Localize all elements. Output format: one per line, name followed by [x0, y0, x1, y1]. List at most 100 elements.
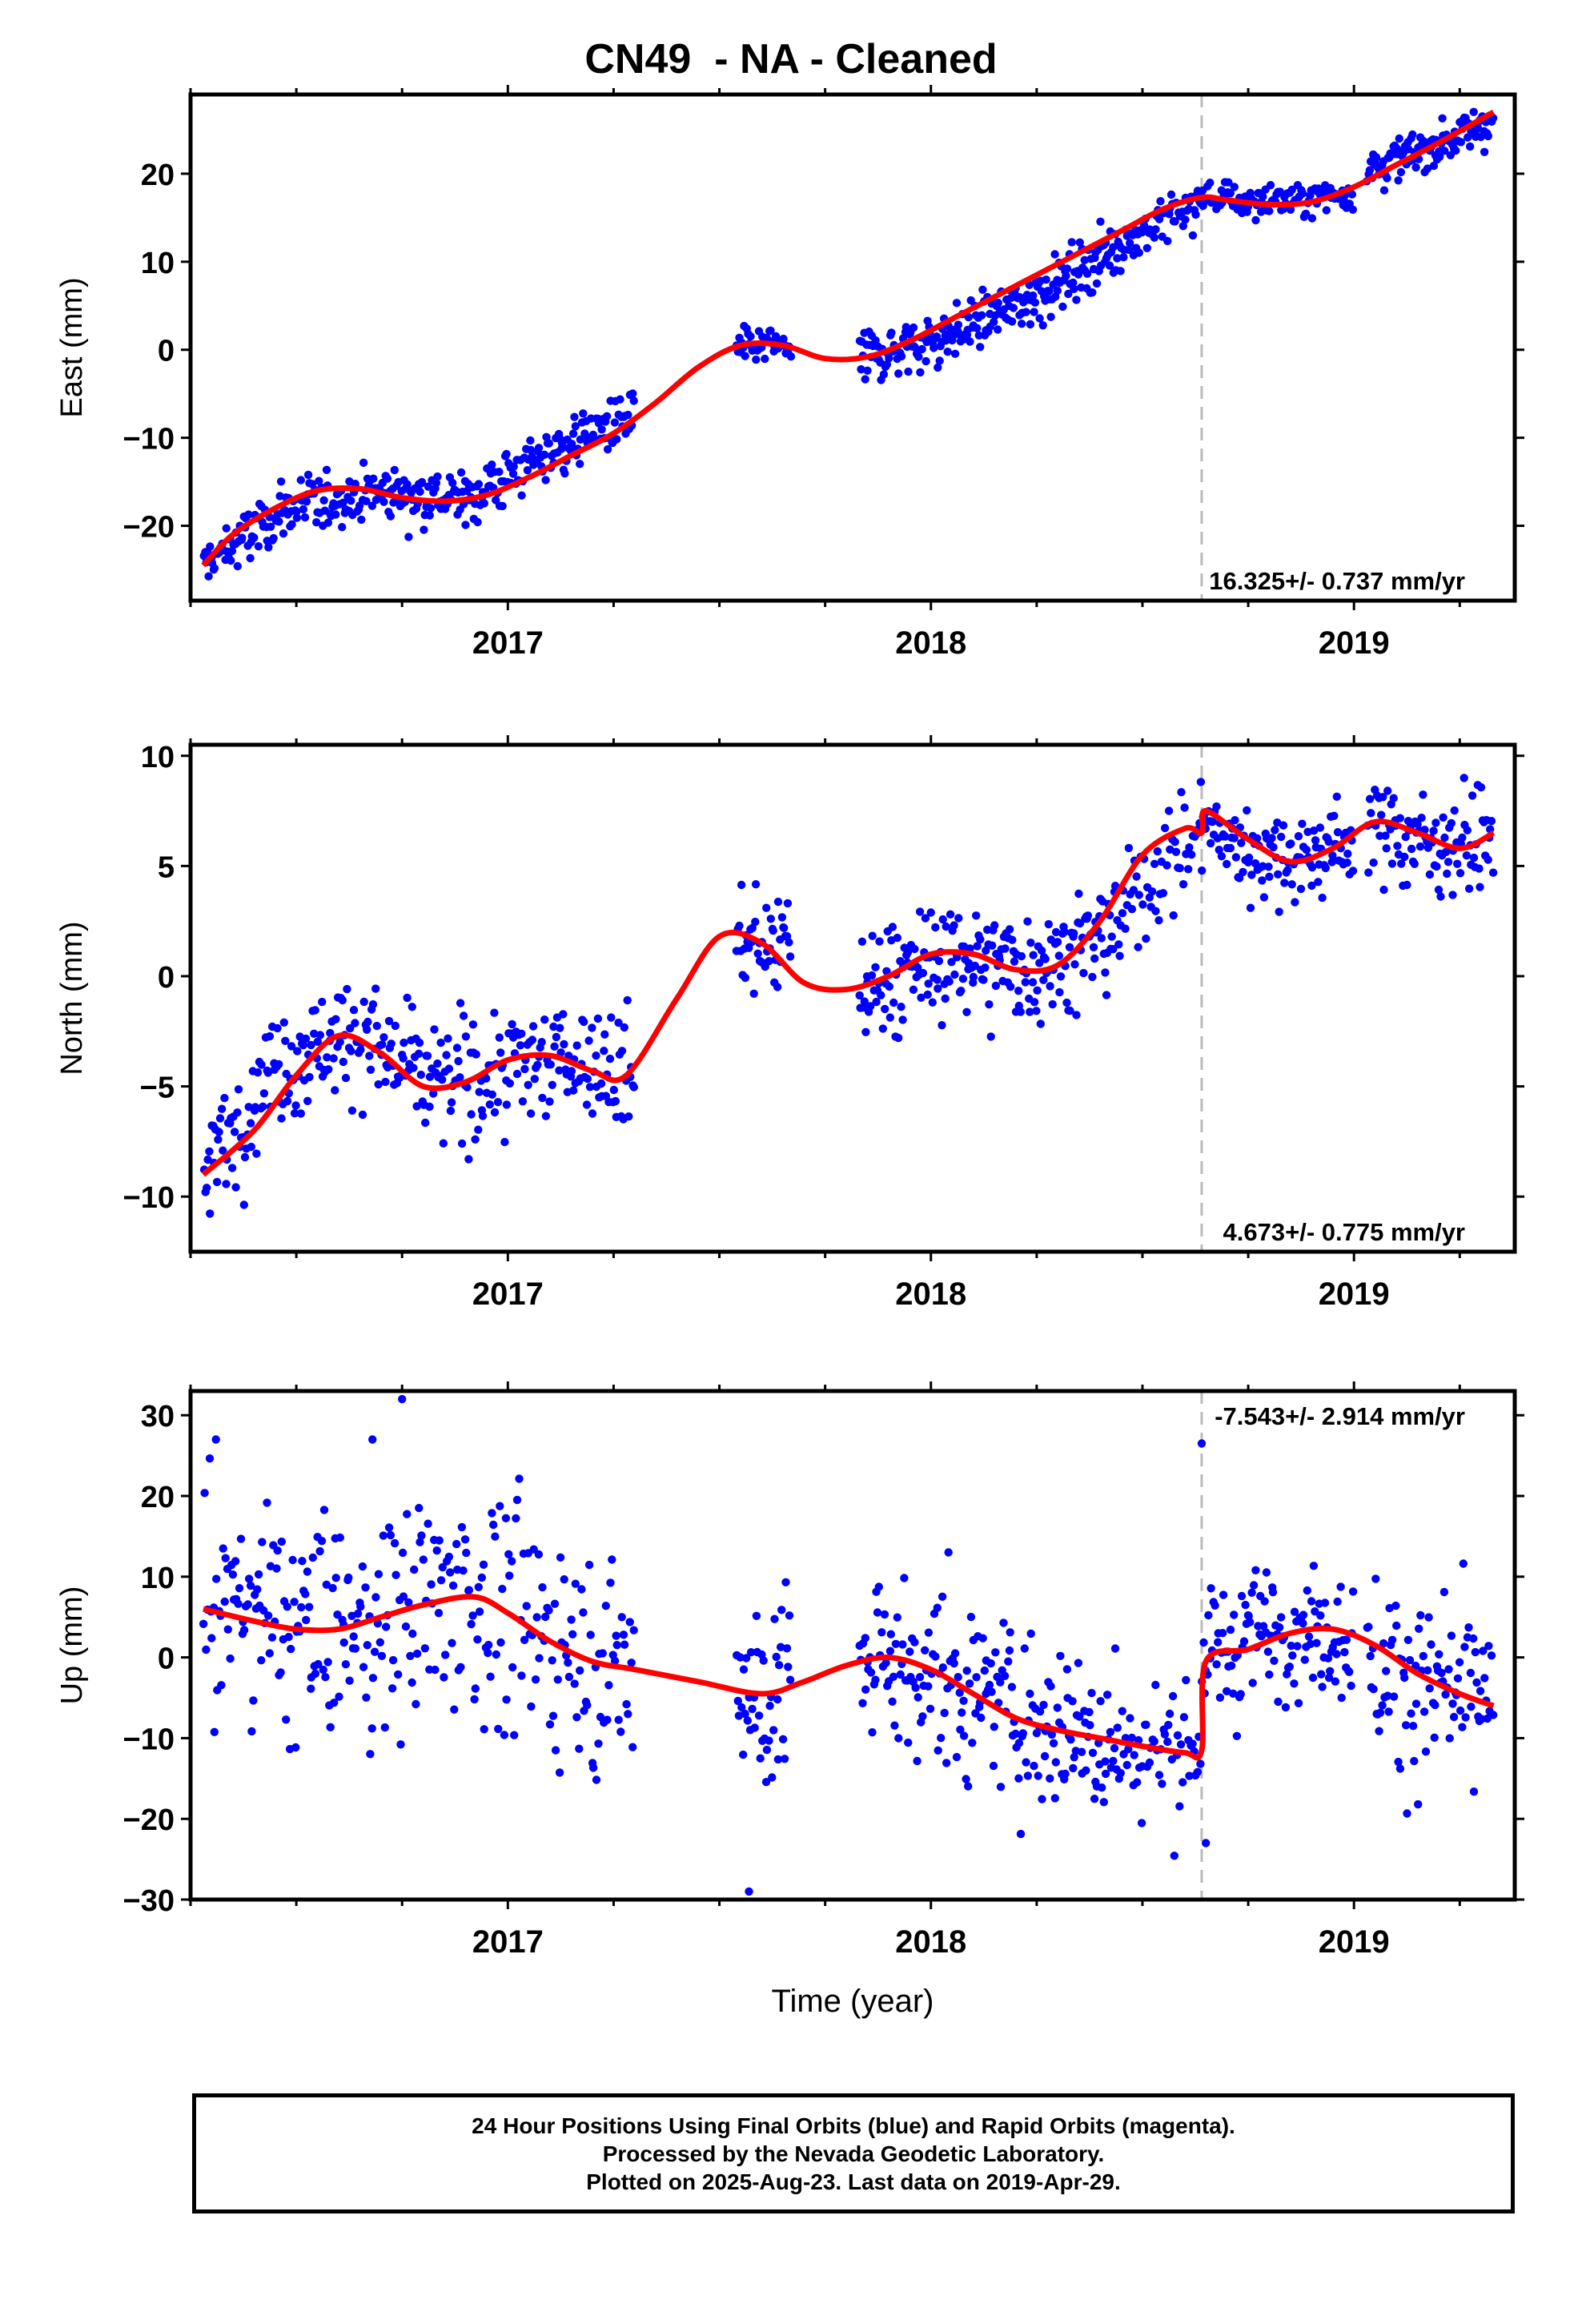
observation-point [909, 323, 918, 332]
observation-point [608, 1555, 616, 1564]
observation-point [1452, 146, 1460, 155]
observation-point [885, 982, 894, 991]
observation-point [1106, 1727, 1115, 1736]
observation-point [526, 1109, 536, 1118]
observation-point [1197, 1439, 1207, 1448]
observation-point [534, 444, 544, 452]
observation-point [365, 1051, 374, 1060]
observation-point [894, 1734, 903, 1743]
observation-point [430, 1025, 439, 1034]
observation-point [391, 1021, 400, 1031]
observation-point [1066, 1735, 1075, 1744]
observation-point [1160, 823, 1170, 833]
observation-point [326, 1723, 335, 1731]
observation-point [474, 1125, 483, 1134]
observation-point [610, 418, 620, 427]
observation-point [1279, 821, 1288, 830]
observation-point [553, 1675, 562, 1684]
observation-point [1221, 832, 1230, 841]
observation-point [593, 1014, 603, 1023]
observation-point [1150, 859, 1159, 869]
observation-point [1308, 1673, 1318, 1683]
observation-point [464, 1586, 474, 1594]
footer-line-3: Plotted on 2025-Aug-23. Last data on 201… [586, 2169, 1121, 2194]
observation-point [888, 923, 897, 931]
observation-point [629, 396, 638, 405]
observation-point [1088, 1748, 1098, 1757]
observation-point [305, 1072, 314, 1082]
observation-point [1469, 107, 1478, 116]
observation-point [1265, 872, 1274, 882]
observation-point [226, 1654, 235, 1663]
observation-point [210, 564, 219, 573]
observation-point [913, 963, 922, 972]
observation-point [386, 1530, 396, 1540]
observation-point [612, 1631, 620, 1640]
observation-point [1447, 818, 1456, 828]
observation-point [1060, 927, 1069, 936]
observation-point [220, 1093, 229, 1103]
observation-point [370, 1647, 379, 1656]
observation-point [438, 1076, 447, 1084]
observation-point [1007, 317, 1017, 326]
observation-point [580, 1017, 588, 1027]
observation-point [761, 1778, 771, 1787]
observation-point [1480, 1674, 1489, 1683]
observation-point [344, 1573, 353, 1582]
observation-point [752, 355, 761, 364]
observation-point [1236, 1690, 1245, 1699]
observation-point [579, 1608, 588, 1617]
observation-point [1431, 1700, 1439, 1710]
observation-point [1175, 1802, 1184, 1811]
observation-point [1055, 987, 1064, 997]
observation-point [273, 1546, 282, 1555]
observation-point [1336, 1582, 1345, 1591]
observation-point [471, 1684, 480, 1693]
observation-point [942, 922, 950, 931]
observation-point [881, 1004, 889, 1014]
observation-point [530, 1075, 539, 1084]
observation-point [1337, 1693, 1346, 1703]
observation-point [1009, 304, 1018, 312]
observation-point [297, 1602, 306, 1612]
observation-point [871, 963, 880, 972]
observation-point [617, 1613, 626, 1622]
observation-point [257, 1060, 266, 1069]
observation-point [583, 1074, 592, 1084]
observation-point [904, 1738, 913, 1747]
observation-point [318, 997, 327, 1007]
observation-point [999, 1618, 1008, 1627]
observation-point [1396, 167, 1406, 177]
observation-point [1369, 1685, 1378, 1694]
observation-point [994, 299, 1003, 308]
observation-point [299, 505, 308, 514]
observation-point [1345, 1667, 1354, 1676]
observation-point [1109, 1756, 1118, 1766]
observation-point [258, 1538, 267, 1546]
observation-point [475, 1088, 484, 1096]
observation-point [347, 1106, 357, 1116]
observation-point [969, 972, 978, 982]
observation-point [1440, 833, 1449, 842]
observation-point [924, 979, 933, 988]
observation-point [1443, 869, 1452, 879]
model-curve [201, 808, 1496, 1177]
observation-point [1288, 1651, 1297, 1660]
observation-point [1395, 134, 1403, 143]
observation-point [1381, 831, 1390, 840]
observation-point [1193, 1767, 1203, 1776]
observation-point [601, 1602, 610, 1610]
observation-point [404, 533, 413, 541]
observation-point [1206, 838, 1215, 848]
observation-point [1041, 955, 1050, 963]
observation-point [1088, 972, 1097, 982]
y-tick-label: −10 [123, 1181, 175, 1215]
observation-point [1223, 859, 1231, 869]
observation-point [753, 949, 762, 959]
observation-point [1448, 891, 1457, 899]
observation-point [1401, 1721, 1411, 1730]
observation-point [527, 1702, 536, 1711]
observation-point [1316, 1611, 1325, 1620]
observation-point [480, 1725, 488, 1734]
observation-point [1033, 986, 1042, 995]
